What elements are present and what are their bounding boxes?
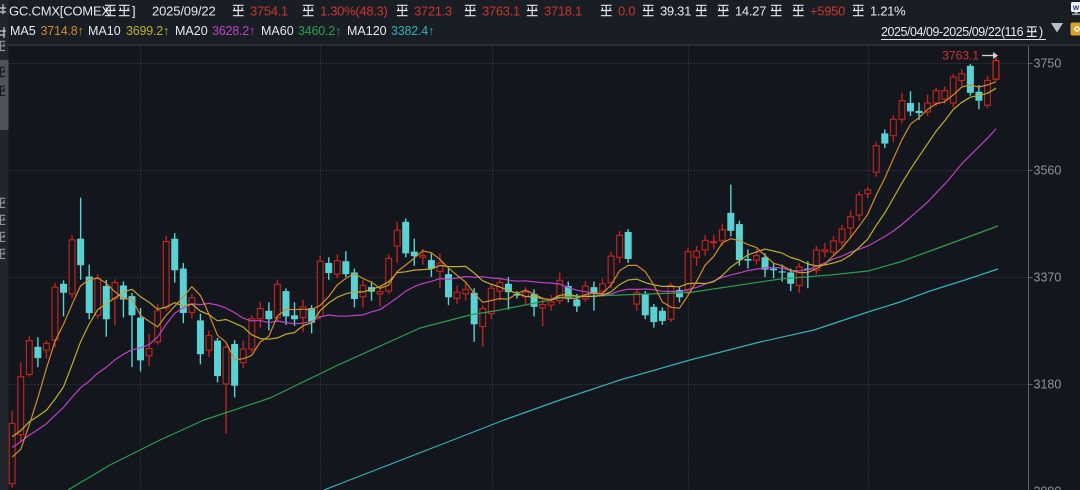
svg-text:1.30%(48.3): 1.30%(48.3) bbox=[320, 4, 388, 19]
svg-text:3699.2↑: 3699.2↑ bbox=[126, 24, 169, 38]
svg-text:2025/04/09-2025/09/22(116: 2025/04/09-2025/09/22(116 bbox=[881, 25, 1024, 39]
svg-text:3628.2↑: 3628.2↑ bbox=[212, 24, 255, 38]
svg-text:3718.1: 3718.1 bbox=[544, 4, 582, 19]
svg-text:3754.1: 3754.1 bbox=[250, 4, 288, 19]
svg-text:): ) bbox=[1039, 25, 1043, 39]
svg-text:3460.2↑: 3460.2↑ bbox=[298, 24, 341, 38]
svg-text:MA20: MA20 bbox=[175, 24, 208, 38]
svg-text:3714.8↑: 3714.8↑ bbox=[41, 24, 84, 38]
svg-text:]: ] bbox=[132, 4, 136, 19]
svg-text:1.21%: 1.21% bbox=[870, 4, 906, 19]
svg-text:3560: 3560 bbox=[1034, 164, 1062, 178]
svg-text:3382.4↑: 3382.4↑ bbox=[391, 24, 434, 38]
svg-text:3763.1: 3763.1 bbox=[482, 4, 520, 19]
svg-text:MA120: MA120 bbox=[347, 24, 387, 38]
svg-text:w: w bbox=[1072, 3, 1080, 12]
svg-text:3763.1: 3763.1 bbox=[942, 49, 979, 63]
svg-text:0.0: 0.0 bbox=[618, 4, 635, 19]
svg-text:14.27: 14.27 bbox=[735, 4, 766, 19]
svg-text:+5950: +5950 bbox=[810, 4, 845, 19]
svg-text:3370: 3370 bbox=[1034, 271, 1062, 285]
svg-text:MA60: MA60 bbox=[261, 24, 294, 38]
svg-text:39.31: 39.31 bbox=[660, 4, 691, 19]
svg-text:GC.CMX[COMEX: GC.CMX[COMEX bbox=[9, 4, 110, 19]
svg-text:2990: 2990 bbox=[1034, 485, 1062, 490]
svg-text:3750: 3750 bbox=[1034, 57, 1062, 71]
svg-text:2025/09/22: 2025/09/22 bbox=[152, 4, 216, 19]
svg-text:3721.3: 3721.3 bbox=[414, 4, 452, 19]
svg-text:MA10: MA10 bbox=[88, 24, 121, 38]
svg-text:MA5: MA5 bbox=[10, 24, 36, 38]
svg-text:3180: 3180 bbox=[1034, 378, 1062, 392]
